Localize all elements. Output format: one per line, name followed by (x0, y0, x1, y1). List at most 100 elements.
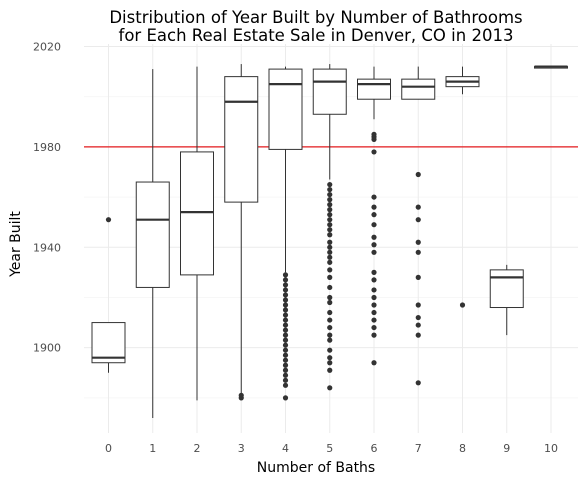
outlier-point (327, 239, 333, 245)
outlier-point (371, 149, 377, 155)
outlier-point (371, 269, 377, 275)
outlier-point (282, 337, 289, 343)
outlier-point (327, 317, 333, 323)
outlier-point (415, 274, 421, 280)
outlier-point (327, 244, 333, 250)
x-tick-label: 2 (194, 442, 201, 455)
outlier-point (327, 186, 333, 193)
outlier-point (238, 392, 244, 398)
outlier-point (282, 292, 289, 298)
boxplot-baths-8 (445, 66, 480, 308)
outlier-point (415, 332, 421, 338)
outlier-point (282, 342, 289, 348)
outlier-point (327, 207, 333, 213)
x-tick-label: 5 (326, 442, 333, 455)
outlier-point (282, 302, 289, 308)
outlier-point (371, 222, 377, 228)
outlier-point (327, 309, 333, 316)
outlier-point (282, 367, 289, 373)
outlier-point (327, 360, 333, 366)
outlier-point (282, 327, 289, 333)
x-axis-title: Number of Baths (257, 460, 375, 476)
outlier-point (327, 324, 333, 331)
outlier-point (327, 217, 333, 223)
iqr-box (357, 78, 391, 100)
outlier-point (371, 294, 377, 301)
outlier-point (371, 324, 377, 331)
x-tick-label: 9 (503, 442, 510, 455)
outlier-point (327, 249, 333, 255)
outlier-point (282, 347, 289, 353)
x-axis-ticks: 0 1 2 3 4 5 6 7 8 9 10 (105, 442, 558, 455)
y-axis-ticks: 1900 1940 1980 2020 (33, 41, 61, 355)
outlier-point (105, 217, 112, 223)
outlier-point (415, 171, 421, 178)
chart-title-line-1: Distribution of Year Built by Number of … (109, 8, 522, 27)
x-tick-label: 1 (149, 442, 156, 455)
chart-title-line-2: for Each Real Estate Sale in Denver, CO … (119, 26, 514, 45)
x-tick-label: 8 (459, 442, 466, 455)
outlier-point (371, 131, 377, 137)
boxplot-baths-0 (91, 217, 126, 373)
boxplot-baths-9 (489, 264, 524, 336)
outlier-point (327, 227, 333, 233)
outlier-point (415, 217, 421, 223)
x-tick-label: 7 (415, 442, 422, 455)
outlier-point (327, 284, 333, 291)
iqr-box (224, 76, 259, 203)
outlier-point (327, 332, 333, 338)
y-axis-title: Year Built (8, 211, 24, 278)
x-tick-label: 3 (238, 442, 245, 455)
outlier-point (282, 272, 289, 278)
y-tick-label: 1900 (33, 342, 61, 355)
outlier-point (415, 249, 421, 255)
y-tick-label: 1940 (33, 241, 61, 254)
boxplot-baths-2 (180, 66, 214, 401)
outlier-point (327, 181, 333, 188)
outlier-point (327, 267, 333, 273)
x-tick-label: 6 (371, 442, 378, 455)
boxplot-baths-6 (357, 66, 391, 366)
boxplots (91, 64, 568, 418)
outlier-point (327, 212, 333, 218)
outlier-point (371, 212, 377, 218)
outlier-point (371, 360, 377, 366)
outlier-point (282, 377, 289, 383)
outlier-point (327, 259, 333, 265)
outlier-point (327, 294, 333, 301)
outlier-point (327, 337, 333, 343)
outlier-point (371, 194, 377, 200)
boxplot-baths-3 (224, 64, 259, 401)
x-tick-label: 0 (105, 442, 112, 455)
iqr-box (489, 269, 524, 309)
outlier-point (327, 232, 333, 238)
outlier-point (371, 242, 377, 248)
iqr-box (268, 68, 303, 150)
outlier-point (282, 277, 289, 283)
outlier-point (415, 302, 421, 308)
boxplot-baths-4 (268, 66, 303, 401)
outlier-point (371, 234, 377, 240)
boxplot-baths-1 (135, 69, 170, 418)
outlier-point (282, 362, 289, 368)
outlier-point (282, 372, 289, 378)
outlier-point (282, 297, 289, 303)
boxplot-baths-5 (312, 64, 347, 391)
iqr-box (135, 181, 170, 288)
outlier-point (371, 287, 377, 293)
outlier-point (282, 395, 289, 401)
outlier-point (282, 352, 289, 358)
y-tick-label: 1980 (33, 141, 61, 154)
outlier-point (282, 287, 289, 293)
outlier-point (371, 309, 377, 316)
outlier-point (371, 204, 377, 210)
outlier-point (327, 367, 333, 373)
outlier-point (282, 357, 289, 363)
outlier-point (459, 302, 466, 308)
outlier-point (282, 307, 289, 313)
outlier-point (415, 314, 421, 321)
outlier-point (282, 282, 289, 288)
outlier-point (282, 332, 289, 338)
outlier-point (327, 202, 333, 208)
